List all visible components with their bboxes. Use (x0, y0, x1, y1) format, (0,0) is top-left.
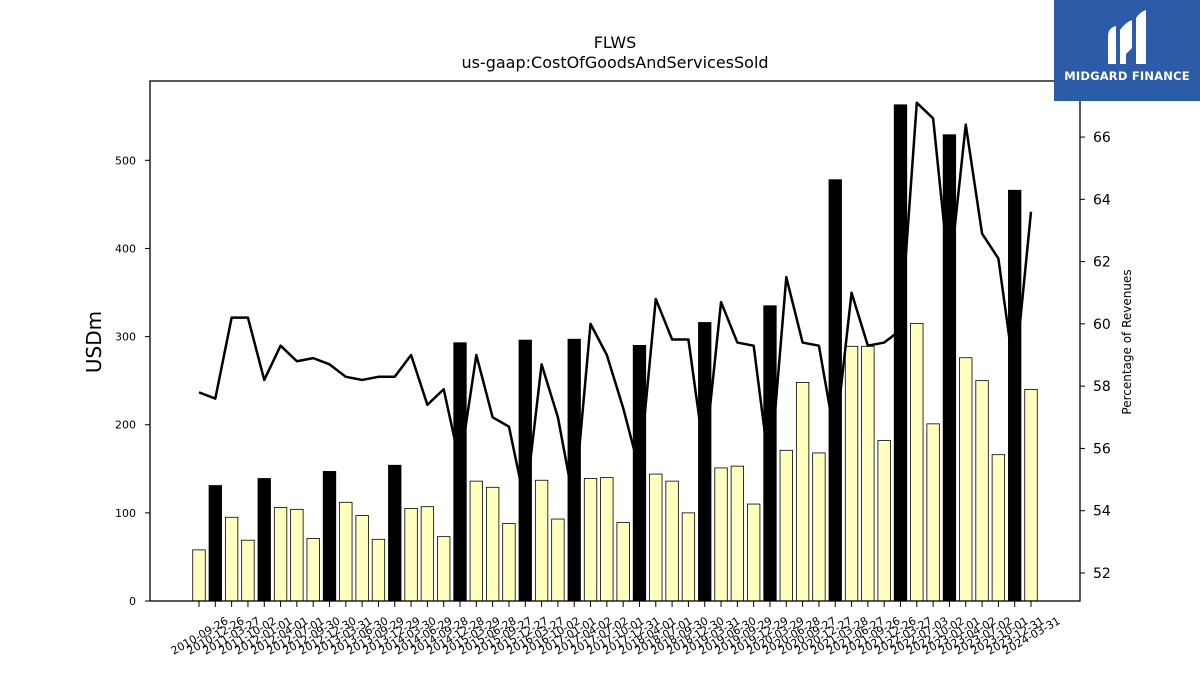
bar (975, 380, 989, 602)
y2-tick-label: 66 (1093, 130, 1111, 146)
bar (910, 322, 924, 602)
bar (893, 104, 908, 602)
percentage-line (198, 101, 1033, 506)
bar (224, 516, 239, 602)
bar (534, 479, 549, 602)
y-tick-label: 500 (115, 154, 136, 167)
y-tick-label: 400 (115, 242, 136, 255)
bar (959, 357, 973, 602)
bar (583, 478, 598, 602)
bar (795, 382, 810, 602)
y2-tick-label: 60 (1093, 317, 1111, 333)
y2-tick-label: 54 (1093, 504, 1111, 520)
y2-tick-label: 62 (1093, 255, 1111, 271)
bar (747, 503, 761, 602)
bar (388, 464, 402, 602)
bar (551, 518, 565, 602)
bar (763, 305, 777, 602)
bar (665, 480, 679, 602)
y2-tick-label: 64 (1093, 192, 1111, 208)
plot-frame (149, 80, 1081, 602)
bar (208, 485, 222, 602)
y2-axis-label: Percentage of Revenues (1120, 269, 1134, 414)
bar (877, 440, 891, 602)
bar (437, 536, 451, 602)
y-tick-label: 300 (115, 331, 136, 344)
bar (1008, 189, 1022, 602)
bar (714, 467, 728, 602)
y2-tick-label: 52 (1093, 566, 1111, 582)
bar (404, 508, 418, 602)
bar (861, 345, 875, 602)
y-tick-label: 0 (129, 595, 136, 608)
line-layer (198, 101, 1033, 506)
bar (779, 449, 793, 602)
bar (322, 471, 337, 602)
bar (926, 423, 940, 602)
bar (991, 454, 1006, 602)
axes-layer: 010020030040050052545658606264662010-09-… (115, 80, 1111, 658)
bar (273, 507, 288, 602)
brand-logo-text: MIDGARD FINANCE (1064, 69, 1190, 83)
bar (469, 480, 483, 602)
y2-tick-label: 56 (1093, 441, 1111, 457)
y2-tick-label: 58 (1093, 379, 1111, 395)
bar (257, 478, 271, 602)
bar (600, 477, 614, 602)
bar (306, 538, 320, 602)
bar (730, 465, 744, 602)
bar (1024, 389, 1038, 602)
bar (485, 486, 500, 602)
bar (453, 342, 467, 602)
bar (632, 345, 647, 602)
chart-title: FLWS (594, 33, 637, 52)
bar (942, 134, 957, 602)
brand-logo: MIDGARD FINANCE (1054, 0, 1200, 101)
bar (616, 522, 630, 602)
bar (371, 538, 386, 602)
y-axis-label: USDm (82, 311, 106, 373)
bar (241, 539, 255, 602)
bar (681, 512, 696, 602)
bar (290, 508, 304, 602)
bar (698, 322, 712, 602)
bar (420, 506, 435, 602)
midgard-logo-icon (1108, 10, 1146, 64)
bar (192, 549, 206, 602)
bar (355, 515, 369, 602)
bar (567, 338, 581, 602)
bar (844, 345, 859, 602)
chart-subtitle: us-gaap:CostOfGoodsAndServicesSold (461, 53, 768, 72)
bar (502, 523, 516, 602)
bar (339, 501, 353, 602)
bar (649, 473, 663, 602)
y-tick-label: 100 (115, 507, 136, 520)
y-tick-label: 200 (115, 419, 136, 432)
bar (812, 452, 826, 602)
